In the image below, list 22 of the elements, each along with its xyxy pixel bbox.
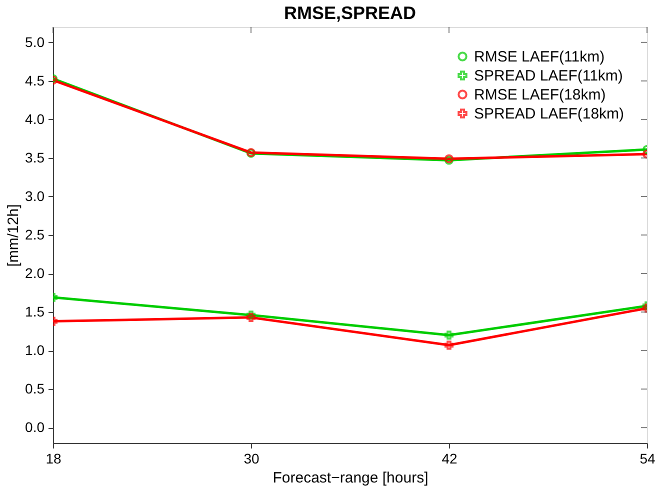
y-tick-label: 4.0 (25, 110, 45, 127)
y-tick-label: 0.5 (25, 380, 45, 397)
x-tick-label: 42 (442, 450, 458, 466)
y-tick-label: 5.0 (25, 34, 45, 50)
y-tick-label: 1.0 (25, 342, 45, 358)
y-tick-label: 2.0 (25, 265, 45, 282)
y-tick-label: 3.5 (25, 149, 45, 166)
x-tick-label: 54 (640, 450, 656, 466)
legend-label: RMSE LAEF(11km) (474, 48, 605, 66)
x-tick-label: 30 (244, 450, 260, 466)
x-axis-title: Forecast−range [hours] (272, 470, 428, 486)
y-tick-label: 4.5 (25, 72, 45, 88)
y-tick-label: 2.5 (25, 226, 45, 242)
y-tick-label: 1.5 (25, 304, 45, 320)
y-axis-title: [mm/12h] (5, 204, 22, 267)
y-tick-label: 3.0 (25, 188, 45, 204)
chart-title: RMSE,SPREAD (284, 3, 416, 23)
legend-label: SPREAD LAEF(18km) (474, 106, 624, 122)
y-tick-label: 0.0 (25, 419, 45, 436)
x-tick-label: 18 (46, 450, 62, 466)
legend-label: SPREAD LAEF(11km) (474, 68, 623, 84)
legend-label: RMSE LAEF(18km) (474, 86, 606, 104)
